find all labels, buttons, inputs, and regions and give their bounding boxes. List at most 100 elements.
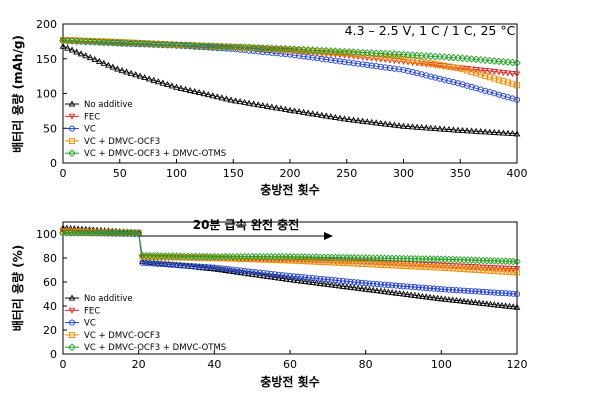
data-point xyxy=(343,283,351,290)
data-point xyxy=(259,101,267,109)
data-point xyxy=(400,283,407,290)
data-point xyxy=(358,285,366,292)
data-point xyxy=(318,50,326,57)
data-point xyxy=(372,119,380,126)
data-point xyxy=(494,301,502,308)
legend-label: No additive xyxy=(84,100,133,110)
data-point xyxy=(499,57,508,66)
legend-label: FEC xyxy=(84,306,100,316)
data-point xyxy=(227,45,235,52)
data-point xyxy=(441,295,449,302)
data-point xyxy=(486,74,493,81)
data-point xyxy=(436,125,444,132)
data-point xyxy=(304,109,312,116)
data-point xyxy=(504,79,511,86)
data-point xyxy=(468,68,475,75)
data-point xyxy=(460,287,468,294)
x-tick-label: 50 xyxy=(113,167,127,180)
data-point xyxy=(232,45,239,52)
x-tick-label: 20 xyxy=(132,358,146,371)
x-tick-label: 400 xyxy=(507,167,528,180)
data-point xyxy=(449,286,456,293)
data-point xyxy=(487,289,494,296)
data-point xyxy=(313,275,320,282)
data-point xyxy=(500,78,507,85)
data-point xyxy=(441,62,448,69)
data-point xyxy=(169,261,176,268)
data-point xyxy=(396,289,404,297)
data-point xyxy=(158,261,165,268)
data-point xyxy=(297,277,305,284)
data-point xyxy=(436,63,444,70)
data-point xyxy=(127,69,135,76)
data-point xyxy=(366,286,373,293)
data-point xyxy=(341,58,348,65)
data-point xyxy=(481,128,489,135)
data-point xyxy=(68,46,76,53)
data-point xyxy=(483,300,491,307)
y-tick-label: 100 xyxy=(36,228,57,241)
legend-triangle-down-marker xyxy=(68,307,76,314)
data-point xyxy=(294,277,301,284)
data-point xyxy=(277,105,285,112)
series-vc-dmvc-ocf3-dmvc-otms xyxy=(59,228,521,266)
data-point xyxy=(355,279,362,286)
data-point xyxy=(250,100,258,107)
data-point xyxy=(324,280,332,287)
data-point xyxy=(508,58,517,67)
data-point xyxy=(132,71,140,78)
data-point xyxy=(476,288,483,295)
data-point xyxy=(391,65,398,72)
data-point xyxy=(191,87,199,95)
data-point xyxy=(468,298,475,305)
data-point xyxy=(442,286,449,293)
x-tick-label: 40 xyxy=(207,358,221,371)
data-point xyxy=(459,65,466,72)
data-point xyxy=(423,284,430,292)
data-point xyxy=(440,125,448,132)
data-point xyxy=(460,297,468,304)
data-point xyxy=(320,276,328,283)
data-point xyxy=(286,276,294,283)
data-point xyxy=(309,54,316,61)
data-point xyxy=(414,58,421,65)
data-point xyxy=(159,79,167,86)
y-tick-label: 150 xyxy=(36,53,57,66)
data-point xyxy=(277,50,284,57)
data-point xyxy=(86,54,94,61)
data-point xyxy=(362,285,370,292)
data-point xyxy=(318,111,326,118)
x-tick-label: 350 xyxy=(450,167,471,180)
data-point xyxy=(332,277,339,284)
data-point xyxy=(286,272,294,280)
legend-label: VC + DMVC-OCF3 xyxy=(84,137,160,147)
y-tick-label: 200 xyxy=(36,18,57,31)
data-point xyxy=(182,85,189,92)
x-tick-label: 300 xyxy=(393,167,414,180)
legend-label: VC + DMVC-OCF3 + DMVC-OTMS xyxy=(84,149,226,159)
data-point xyxy=(332,113,339,120)
x-tick-label: 250 xyxy=(336,167,357,180)
y-axis-label: 배터리 용량 (mAh/g) xyxy=(10,35,25,153)
legend-triangle-up-marker xyxy=(68,294,76,301)
data-point xyxy=(403,290,411,298)
data-point xyxy=(502,302,510,309)
test-condition-annotation: 4.3 – 2.5 V, 1 C / 1 C, 25 °C xyxy=(345,23,516,38)
data-point xyxy=(509,303,517,310)
data-point xyxy=(134,228,143,237)
data-point xyxy=(389,282,396,289)
data-point xyxy=(271,273,279,280)
data-point xyxy=(472,67,480,74)
data-point xyxy=(454,65,462,72)
data-point xyxy=(386,120,394,128)
data-point xyxy=(322,112,330,119)
data-point xyxy=(498,301,506,309)
data-point xyxy=(391,121,398,128)
data-point xyxy=(430,285,437,292)
series-vc-dmvc-ocf3-dmvc-otms xyxy=(59,36,521,67)
capacity-mah-panel: 0 50 100 150 200 250 300 350 400 0 50 100 150 200 충방전 … xyxy=(10,18,528,197)
data-point xyxy=(335,282,343,289)
y-tick-label: 0 xyxy=(50,348,57,361)
data-point xyxy=(404,122,412,130)
data-point xyxy=(472,127,480,134)
